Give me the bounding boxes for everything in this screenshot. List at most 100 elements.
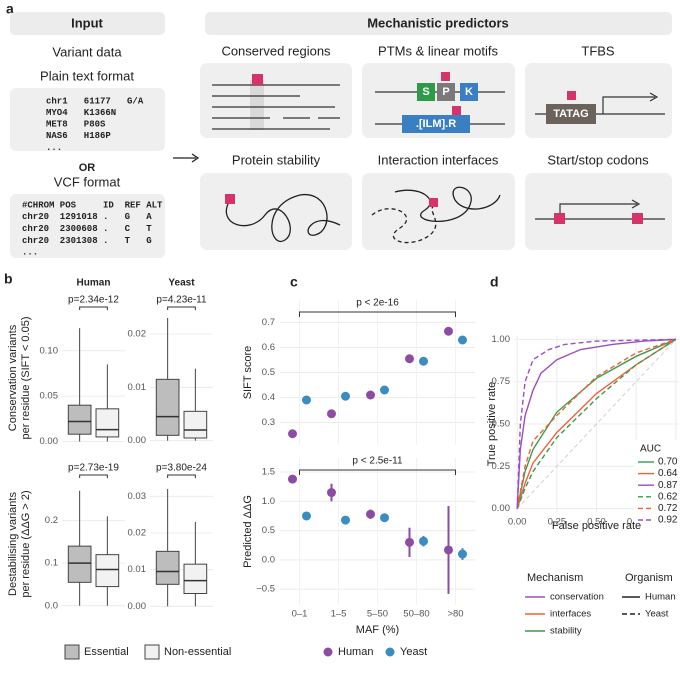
y-tick-label: 0.4 <box>262 392 275 403</box>
point <box>341 391 350 401</box>
predictor-title: Interaction interfaces <box>378 152 499 167</box>
y-tick-label: 0.0 <box>45 600 58 611</box>
point <box>327 488 336 498</box>
point <box>405 537 414 547</box>
y-tick-label: 0.03 <box>128 491 147 502</box>
predictors-header: Mechanistic predictors <box>367 15 509 30</box>
x-tick-label: 0.25 <box>548 517 567 528</box>
legend-label: 0.72 <box>658 503 678 514</box>
box <box>95 554 120 588</box>
box <box>67 404 92 435</box>
panel-label: b <box>4 271 13 287</box>
roc-curve <box>516 338 677 509</box>
annotation: p < 2.5e-11 <box>352 456 403 467</box>
legend-title: AUC <box>640 444 661 455</box>
y-tick-label: 0.50 <box>492 419 511 430</box>
x-tick-label: >80 <box>447 609 463 620</box>
predictor-title: Protein stability <box>232 152 321 167</box>
predictor-title: Conserved regions <box>221 43 331 58</box>
y-tick-label: 0.7 <box>262 317 275 328</box>
bracket <box>167 474 196 478</box>
plain-text-title: Plain text format <box>40 68 134 83</box>
vcf-title: VCF format <box>54 174 121 189</box>
x-axis-label: MAF (%) <box>356 624 399 636</box>
x-tick-label: 0.00 <box>508 517 527 528</box>
p-value: p=2.34e-12 <box>68 295 119 306</box>
legend-label: interfaces <box>550 609 591 620</box>
vcf-line: chr20 2300608 . C T <box>22 224 152 234</box>
motif-pattern: .[ILM].R <box>416 118 456 130</box>
plain-text-line: chr1 61177 G/A <box>46 96 144 106</box>
y-tick-label: 0.00 <box>128 435 147 446</box>
legend-label: 0.70 <box>658 457 678 468</box>
point <box>419 356 428 366</box>
legend-label: 0.62 <box>658 491 678 502</box>
panel-label: c <box>290 274 298 290</box>
y-tick-label: 0.02 <box>128 528 147 539</box>
plain-text-line: ... <box>46 143 62 153</box>
y-tick-label: 0.05 <box>40 391 59 402</box>
y-axis-label: per residue (SIFT < 0.05) <box>20 317 32 440</box>
input-box <box>10 88 165 151</box>
tfbs-sequence: TATAG <box>553 108 588 120</box>
y-tick-label: 0.01 <box>128 382 147 393</box>
legend-swatch <box>64 644 80 660</box>
plain-text-line: MYO4 K1366N <box>46 108 116 118</box>
codon-icon <box>535 199 665 224</box>
y-tick-label: 1.00 <box>492 334 511 345</box>
motif-letter: K <box>465 86 473 98</box>
y-tick-label: 0.5 <box>262 525 275 536</box>
roc-curve <box>516 338 677 509</box>
x-tick-label: 0–1 <box>292 609 308 620</box>
point <box>444 326 453 336</box>
input-box <box>10 194 165 258</box>
p-value: p=2.73e-19 <box>68 463 119 474</box>
y-tick-label: 0.00 <box>40 436 59 447</box>
y-tick-label: 0.2 <box>45 515 58 526</box>
y-axis-label: Predicted ΔΔG <box>242 495 254 568</box>
point <box>419 536 428 546</box>
point <box>302 511 311 521</box>
p-value: p=4.23e-11 <box>156 295 207 306</box>
roc-curve <box>516 338 676 509</box>
y-tick-label: 0.0 <box>262 554 275 565</box>
legend-title: Mechanism <box>527 572 583 584</box>
legend-label: stability <box>550 626 582 637</box>
bracket <box>299 311 456 317</box>
box <box>95 408 120 438</box>
legend-label: 0.92 <box>658 515 678 526</box>
plain-text-line: MET8 P80S <box>46 120 106 130</box>
vcf-line: chr20 2301308 . T G <box>22 236 152 246</box>
predictor-title: TFBS <box>581 43 615 58</box>
ptm-icon <box>375 72 505 133</box>
input-header: Input <box>71 15 103 30</box>
y-axis-label: True positive rate <box>486 382 498 467</box>
legend-label: 0.87 <box>658 480 678 491</box>
point <box>288 474 297 484</box>
y-axis-label: Destabilising variants <box>7 492 19 596</box>
plain-text-line: NAS6 H186P <box>46 131 111 141</box>
y-tick-label: 0.3 <box>262 417 275 428</box>
legend-title: Organism <box>625 572 673 584</box>
roc-curve <box>516 338 676 509</box>
y-tick-label: 0.01 <box>128 564 147 575</box>
legend-swatch <box>323 647 333 657</box>
y-tick-label: 0.02 <box>128 329 147 340</box>
y-tick-label: 0.00 <box>128 601 147 612</box>
bracket <box>79 306 108 310</box>
conserved-icon <box>212 74 340 130</box>
bracket <box>299 469 456 475</box>
y-tick-label: 0.00 <box>492 503 511 514</box>
annotation: p < 2e-16 <box>356 298 399 309</box>
y-tick-label: 0.1 <box>45 558 58 569</box>
header-box <box>10 12 165 35</box>
point <box>327 409 336 419</box>
point <box>366 390 375 400</box>
bracket <box>167 306 196 310</box>
point <box>405 354 414 364</box>
reference-line <box>516 339 677 509</box>
predictor-title: Start/stop codons <box>547 152 649 167</box>
legend-label: conservation <box>550 592 604 603</box>
legend-swatch <box>144 644 160 660</box>
or-text: OR <box>79 162 96 174</box>
